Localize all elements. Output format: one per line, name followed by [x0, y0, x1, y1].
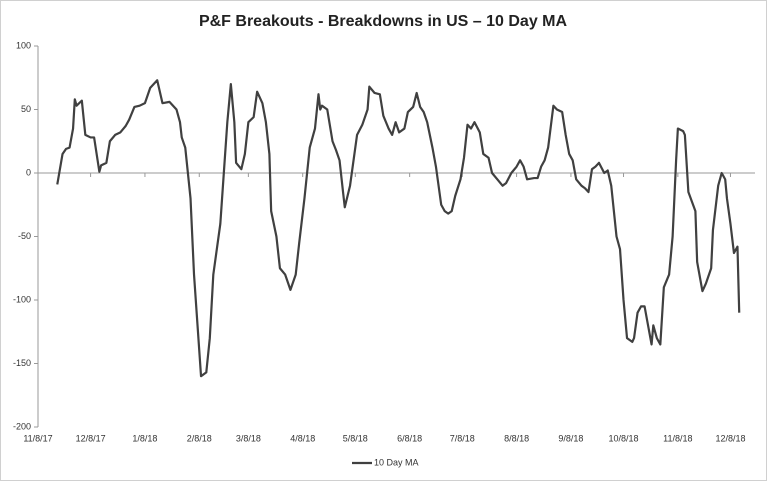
x-tick-label: 11/8/17 [23, 433, 52, 443]
x-tick-label: 12/8/17 [76, 433, 106, 443]
x-tick-label: 2/8/18 [187, 433, 212, 443]
legend-label: 10 Day MA [374, 457, 419, 467]
x-tick-label: 10/8/18 [609, 433, 639, 443]
y-tick-label: 0 [26, 167, 31, 177]
y-tick-label: -100 [13, 294, 31, 304]
y-tick-label: 100 [16, 40, 31, 50]
x-tick-label: 1/8/18 [132, 433, 157, 443]
x-tick-label: 11/8/18 [663, 433, 692, 443]
x-tick-label: 3/8/18 [236, 433, 261, 443]
x-tick-label: 8/8/18 [504, 433, 529, 443]
x-tick-label: 7/8/18 [450, 433, 475, 443]
y-tick-label: 50 [21, 104, 31, 114]
x-tick-label: 6/8/18 [397, 433, 422, 443]
x-tick-label: 5/8/18 [343, 433, 368, 443]
y-tick-label: -150 [13, 358, 31, 368]
x-tick-label: 12/8/18 [715, 433, 745, 443]
x-tick-label: 9/8/18 [558, 433, 583, 443]
chart-title: P&F Breakouts - Breakdowns in US – 10 Da… [199, 13, 568, 30]
y-tick-label: -200 [13, 421, 31, 431]
series-line [56, 79, 741, 378]
x-tick-label: 4/8/18 [290, 433, 315, 443]
y-tick-label: -50 [18, 231, 31, 241]
